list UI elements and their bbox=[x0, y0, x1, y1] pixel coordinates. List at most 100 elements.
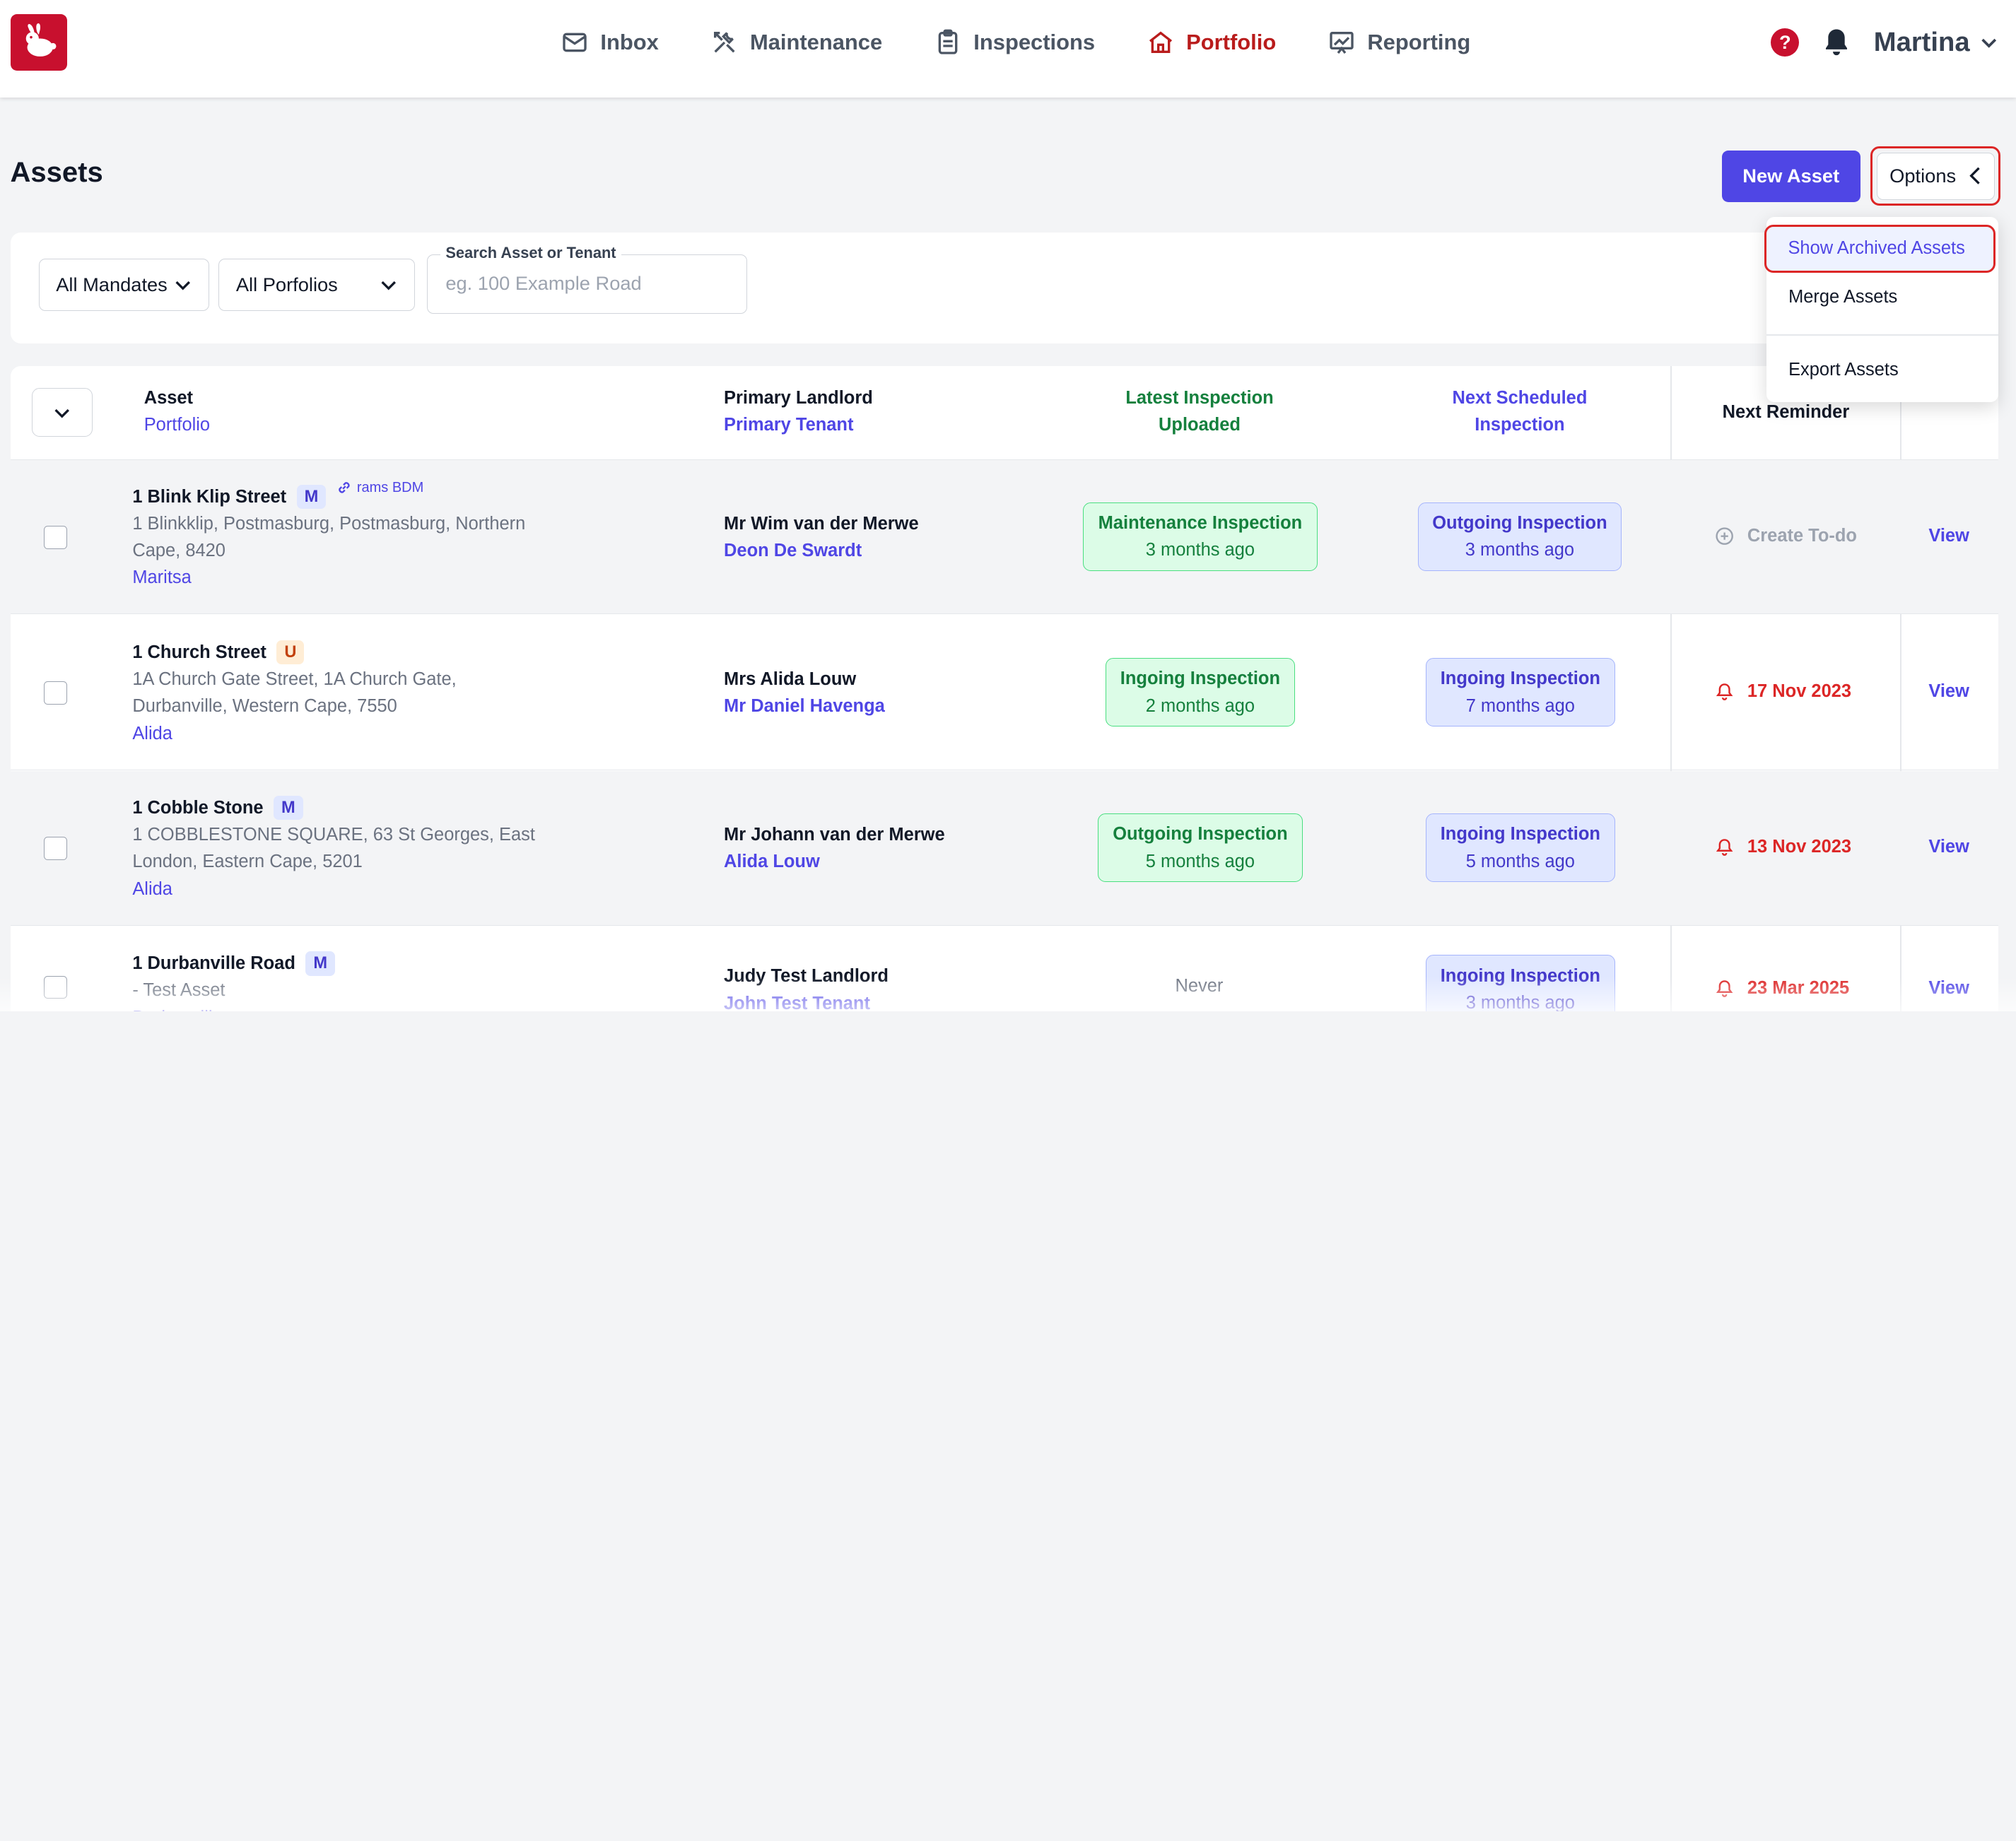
next-inspection-badge[interactable]: Ingoing Inspection 5 months ago bbox=[1426, 813, 1615, 882]
new-asset-button[interactable]: New Asset bbox=[1721, 150, 1860, 202]
create-todo-button[interactable]: Create To-do bbox=[1715, 526, 1857, 546]
chevron-left-icon bbox=[1969, 167, 1981, 185]
user-name: Martina bbox=[1873, 27, 1970, 58]
asset-name[interactable]: 1 Church Street bbox=[132, 642, 266, 662]
row-checkbox[interactable] bbox=[43, 525, 67, 549]
tenant-name[interactable]: Alida Louw bbox=[724, 852, 820, 872]
mandate-select-value: All Mandates bbox=[56, 273, 168, 295]
asset-portfolio[interactable]: Alida bbox=[132, 723, 172, 743]
chevron-down-icon bbox=[381, 281, 397, 290]
page-title: Assets bbox=[10, 156, 103, 188]
nav-item-inbox[interactable]: Inbox bbox=[561, 28, 659, 57]
linked-user[interactable]: rams BDM bbox=[336, 474, 424, 501]
landlord-name: Mr Johann van der Merwe bbox=[724, 825, 945, 845]
next-inspection-badge[interactable]: Ingoing Inspection 7 months ago bbox=[1426, 658, 1615, 727]
mandate-select[interactable]: All Mandates bbox=[38, 258, 210, 312]
column-header-next-inspection[interactable]: Next Scheduled Inspection bbox=[1391, 384, 1648, 438]
landlord-cell: Judy Test Landlord John Test Tenant bbox=[724, 963, 1033, 1011]
row-checkbox[interactable] bbox=[43, 681, 67, 705]
options-button[interactable]: Options bbox=[1876, 152, 1995, 200]
nav-item-label: Maintenance bbox=[749, 30, 883, 55]
options-button-label: Options bbox=[1889, 165, 1957, 187]
next-inspection-badge[interactable]: Outgoing Inspection 3 months ago bbox=[1418, 502, 1622, 571]
column-divider bbox=[1670, 366, 1672, 1012]
table-row[interactable]: 1 Durbanville Road M - Test Asset Durban… bbox=[11, 927, 1998, 1012]
column-header-landlord[interactable]: Primary Landlord Primary Tenant bbox=[724, 384, 873, 438]
bell-icon[interactable] bbox=[1822, 27, 1851, 58]
row-checkbox[interactable] bbox=[43, 837, 67, 860]
menu-divider bbox=[1766, 334, 1998, 336]
reminder-date[interactable]: 23 Mar 2025 bbox=[1715, 978, 1849, 999]
header-asset-label: Asset bbox=[143, 387, 194, 408]
bell-outline-icon bbox=[1716, 839, 1733, 856]
asset-cell: 1 Blink Klip Street M rams BDM 1 Blinkkl… bbox=[132, 480, 569, 592]
view-link[interactable]: View bbox=[1928, 525, 1969, 546]
table-row[interactable]: 1 Church Street U 1A Church Gate Street,… bbox=[10, 616, 1998, 770]
reminder-date[interactable]: 13 Nov 2023 bbox=[1715, 837, 1851, 857]
help-icon[interactable]: ? bbox=[1771, 28, 1800, 57]
latest-inspection-badge[interactable]: Outgoing Inspection 5 months ago bbox=[1098, 813, 1303, 882]
mandate-badge: M bbox=[305, 951, 335, 976]
assets-table: Asset Portfolio Primary Landlord Primary… bbox=[10, 366, 1998, 1012]
asset-portfolio[interactable]: Maritsa bbox=[132, 567, 192, 588]
column-header-latest-inspection[interactable]: Latest Inspection Uploaded bbox=[1071, 384, 1328, 438]
nav-item-portfolio[interactable]: Portfolio bbox=[1147, 28, 1276, 57]
reminder-date[interactable]: 17 Nov 2023 bbox=[1715, 681, 1851, 702]
next-inspection-badge[interactable]: Ingoing Inspection 3 months ago bbox=[1426, 955, 1615, 1012]
table-row[interactable]: 1 Blink Klip Street M rams BDM 1 Blinkkl… bbox=[10, 460, 1998, 615]
tenant-name[interactable]: John Test Tenant bbox=[724, 993, 870, 1012]
nav-item-label: Reporting bbox=[1367, 30, 1471, 55]
tools-icon bbox=[713, 32, 735, 53]
portfolio-select[interactable]: All Porfolios bbox=[218, 258, 416, 312]
nav-item-reporting[interactable]: Reporting bbox=[1328, 28, 1470, 57]
nav-item-maintenance[interactable]: Maintenance bbox=[710, 28, 883, 57]
header-next-line1: Next Scheduled bbox=[1452, 387, 1588, 408]
asset-name[interactable]: 1 Blink Klip Street bbox=[132, 486, 287, 507]
landlord-name: Mr Wim van der Merwe bbox=[724, 514, 919, 534]
view-link[interactable]: View bbox=[1928, 837, 1969, 857]
latest-inspection-badge[interactable]: Maintenance Inspection 3 months ago bbox=[1082, 502, 1318, 571]
clipboard-icon bbox=[938, 29, 958, 54]
asset-name-line: 1 Durbanville Road M bbox=[132, 950, 569, 977]
header-landlord-label: Primary Landlord bbox=[724, 387, 873, 408]
row-checkbox[interactable] bbox=[43, 975, 67, 999]
search-input[interactable] bbox=[445, 271, 729, 295]
bell-outline-icon bbox=[1716, 683, 1733, 700]
next-inspection-title: Ingoing Inspection bbox=[1440, 965, 1600, 986]
reminder-date-label: 23 Mar 2025 bbox=[1747, 978, 1850, 999]
nav-item-label: Inspections bbox=[973, 30, 1096, 55]
chart-icon bbox=[1330, 32, 1354, 54]
table-row[interactable]: 1 Cobble Stone M 1 COBBLESTONE SQUARE, 6… bbox=[10, 771, 1998, 926]
next-inspection-title: Ingoing Inspection bbox=[1440, 669, 1600, 689]
tenant-name[interactable]: Deon De Swardt bbox=[724, 541, 862, 561]
column-divider bbox=[1900, 366, 1902, 1012]
search-label: Search Asset or Tenant bbox=[440, 243, 621, 262]
select-all-dropdown[interactable] bbox=[32, 388, 93, 437]
linked-user-label: rams BDM bbox=[356, 480, 424, 496]
envelope-icon bbox=[563, 33, 587, 52]
nav-item-inspections[interactable]: Inspections bbox=[934, 28, 1095, 57]
view-link[interactable]: View bbox=[1928, 681, 1969, 701]
table-header: Asset Portfolio Primary Landlord Primary… bbox=[10, 366, 1998, 461]
view-link[interactable]: View bbox=[1928, 978, 1969, 999]
latest-inspection-badge[interactable]: Ingoing Inspection 2 months ago bbox=[1106, 658, 1295, 727]
show-archived-assets-item[interactable]: Show Archived Assets bbox=[1764, 225, 1996, 273]
export-assets-item[interactable]: Export Assets bbox=[1788, 360, 1899, 380]
app-root: Inbox Maintenance Inspections Portfolio … bbox=[0, 0, 2016, 1012]
tenant-name[interactable]: Mr Daniel Havenga bbox=[724, 696, 885, 717]
user-menu[interactable]: Martina bbox=[1874, 27, 1998, 58]
rabbit-logo-icon[interactable] bbox=[10, 14, 67, 71]
asset-name[interactable]: 1 Cobble Stone bbox=[132, 798, 264, 818]
next-inspection-when: 7 months ago bbox=[1465, 695, 1575, 716]
column-header-asset[interactable]: Asset Portfolio bbox=[144, 384, 210, 438]
column-header-reminder[interactable]: Next Reminder bbox=[1722, 401, 1850, 422]
asset-address: Cape, 8420 bbox=[132, 541, 225, 561]
asset-name-line: 1 Church Street U bbox=[132, 639, 569, 666]
asset-portfolio[interactable]: Durbanville bbox=[132, 1004, 569, 1012]
landlord-cell: Mr Wim van der Merwe Deon De Swardt bbox=[724, 510, 1033, 564]
asset-portfolio[interactable]: Alida bbox=[132, 878, 172, 899]
asset-address: London, Eastern Cape, 5201 bbox=[132, 852, 363, 872]
mandate-badge: M bbox=[296, 484, 327, 510]
merge-assets-item[interactable]: Merge Assets bbox=[1788, 286, 1898, 307]
asset-name[interactable]: 1 Durbanville Road bbox=[132, 953, 295, 974]
